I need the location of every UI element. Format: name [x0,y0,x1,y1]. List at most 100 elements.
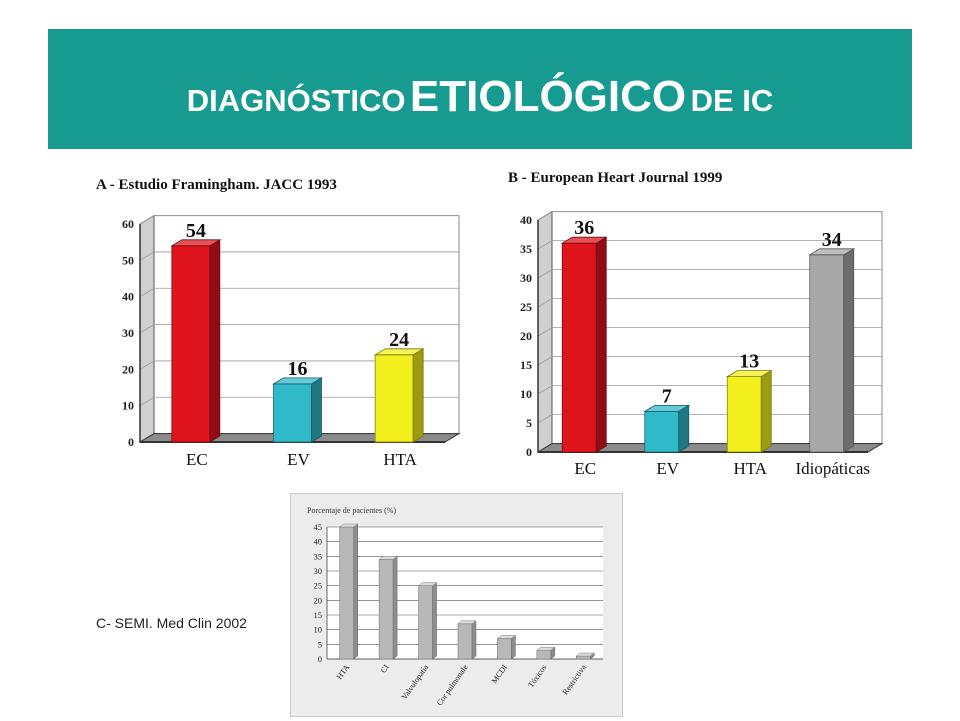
bar-side [843,248,855,453]
y-tick-label: 25 [520,300,532,314]
chart-c-caption: C- SEMI. Med Clin 2002 [96,615,247,631]
bar [536,646,556,660]
bar-side [511,634,516,660]
bar-side [760,369,772,453]
x-category-label: Valvulopatía [400,663,431,702]
gridline [537,327,882,337]
bar-side [432,582,437,660]
bar-front [378,558,394,660]
chart-c-panel: Porcentaje de pacientes (%) 0 5 10 15 20 25 30 3… [290,493,623,717]
title-word-2: ETIOLÓGICO [409,72,687,121]
bar-hta [725,369,773,453]
gridline [139,287,459,298]
gridline [139,215,459,225]
bar [457,620,477,660]
x-category-label: EC [186,450,208,469]
bar-front [374,354,414,443]
bar-top [338,523,359,528]
bar-value-label: 16 [288,358,308,380]
x-category-label: Idiopáticas [795,459,870,478]
bar-top [496,635,517,639]
bar-top [808,248,856,256]
bar-top [575,652,596,657]
gridline [537,356,882,366]
bar-top [560,236,608,244]
x-category-label: CI [379,663,391,675]
y-tick-label: 60 [122,217,134,231]
bar-top [725,370,773,378]
bar-idiopáticas [808,248,856,453]
bar-side [209,239,221,443]
y-tick-label: 10 [122,399,134,413]
y-tick-label: 20 [122,362,134,376]
slide-title: DIAGNÓSTICO ETIOLÓGICO DE IC [0,72,960,122]
bar-value-label: 13 [739,351,759,373]
gridline [537,240,882,250]
bar-front [339,526,355,660]
gridline [537,211,882,221]
bar-top [170,239,222,247]
gridline [537,298,882,308]
x-category-label: EV [287,450,310,469]
bar-value-label: 24 [389,329,409,351]
gridline [139,396,459,407]
y-tick-label: 15 [314,610,323,620]
bar-ec [560,236,608,453]
bar-front [575,655,591,660]
y-tick-label: 30 [122,326,134,340]
chart-b-title: B - European Heart Journal 1999 [508,170,723,186]
y-tick-label: 30 [520,271,532,285]
y-tick-label: 50 [122,253,134,267]
bar-ev [643,404,691,453]
y-tick-label: 40 [314,537,323,547]
gridline [537,414,882,424]
x-category-label: HTA [335,663,352,681]
bar-top [417,582,438,586]
x-category-label: MCDI [490,663,510,686]
bar-side [412,348,424,443]
x-category-label: EC [574,459,596,478]
y-tick-label: 35 [314,551,323,561]
bar-side [678,404,690,453]
title-word-3: DE IC [690,83,774,118]
bar-side [471,620,477,660]
chart-c-semi: Porcentaje de pacientes (%) 0 5 10 15 20 25 30 3… [307,506,603,708]
y-tick-label: 25 [314,581,323,591]
bar-front [418,585,433,660]
x-category-label: HTA [733,459,767,478]
bar [575,652,596,660]
y-tick-label: 10 [314,625,323,635]
gridline [537,385,882,395]
gridline [537,269,882,279]
bar-top [457,620,477,625]
bar-front [497,638,512,660]
bar-front [644,410,680,453]
y-tick-label: 0 [128,435,134,449]
bar-value-label: 54 [186,220,206,242]
x-category-label: Restrictiva [561,663,589,697]
bar-front [273,383,312,443]
chart-a-title: A - Estudio Framingham. JACC 1993 [96,177,337,193]
x-category-label: Cor pulmonale [435,663,470,708]
gridline [139,324,459,334]
bar-value-label: 36 [574,217,594,239]
x-category-label: Tóxicos [526,663,548,689]
bar [417,582,438,660]
bar-hta [373,348,425,443]
bar-top [272,377,323,385]
y-axis-label: Porcentaje de pacientes (%) [307,506,396,515]
bar-side [311,377,322,443]
bar-front [536,649,552,660]
y-tick-label: 20 [520,329,532,343]
y-tick-label: 10 [520,387,532,401]
bar-value-label: 34 [822,229,842,251]
bar-front [809,254,845,453]
bar-top [643,404,691,412]
bar [378,555,398,660]
x-category-label: HTA [383,450,417,469]
bar-side [392,555,398,660]
gridline [139,251,459,261]
y-tick-label: 40 [122,290,134,304]
gridline [139,360,459,370]
y-tick-label: 40 [520,213,532,227]
